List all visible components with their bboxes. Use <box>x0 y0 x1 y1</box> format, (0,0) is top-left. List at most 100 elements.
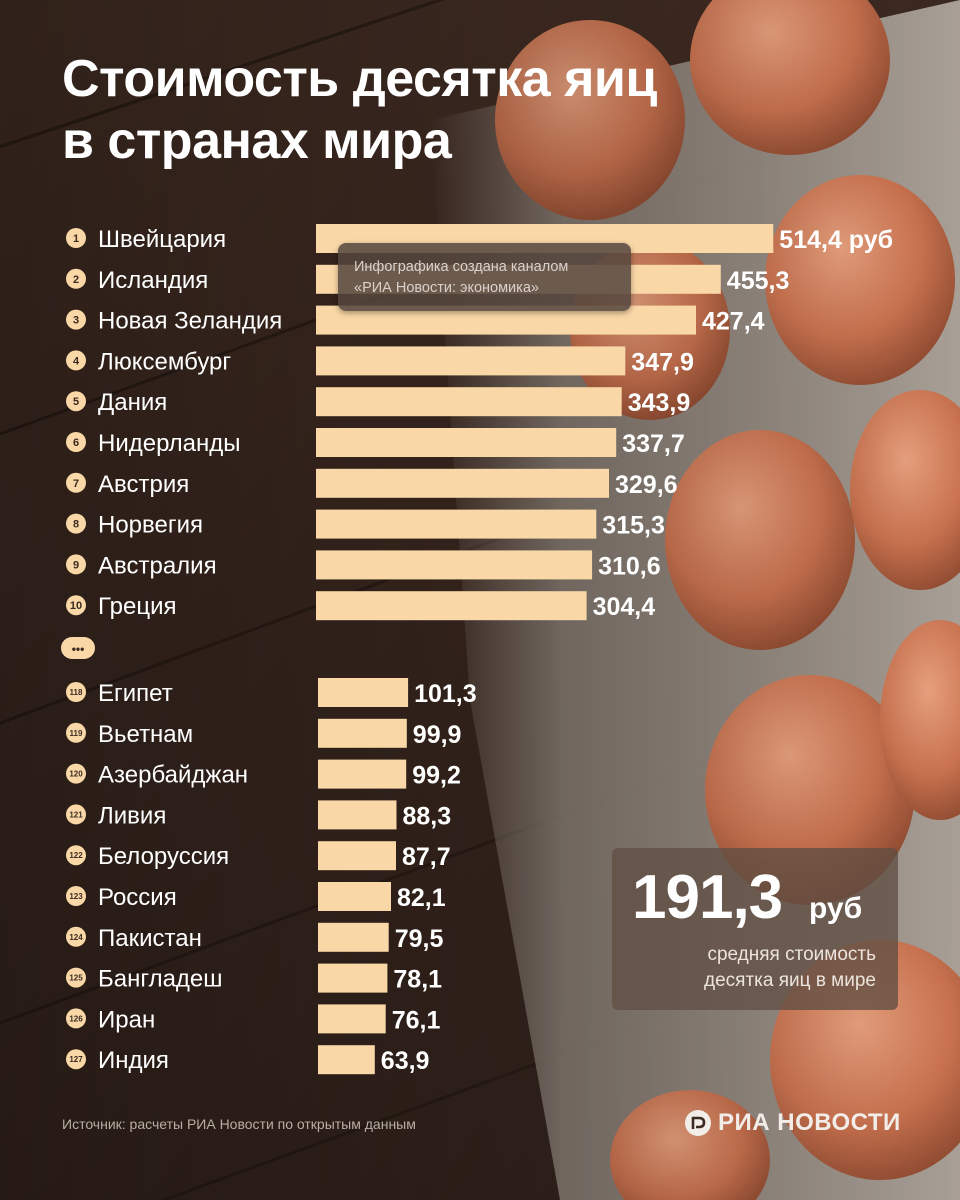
rank-badge <box>66 967 86 988</box>
value-label: 514,4 руб <box>779 226 893 254</box>
rank-badge <box>66 513 86 534</box>
value-label: 337,7 <box>622 430 685 458</box>
bar <box>318 1045 375 1075</box>
rank-badge <box>66 804 86 825</box>
rank-badge <box>66 350 86 371</box>
value-label: 343,9 <box>628 389 691 417</box>
rank-badge <box>66 722 86 743</box>
country-label: Вьетнам <box>98 721 193 748</box>
rank-number: 5 <box>73 396 79 408</box>
bar <box>318 678 409 707</box>
country-label: Египет <box>98 680 173 707</box>
rank-badge <box>66 926 86 947</box>
rank-number: 3 <box>73 315 79 327</box>
rank-badge <box>66 845 86 866</box>
country-label: Исландия <box>98 267 208 294</box>
rank-number: 118 <box>70 688 83 697</box>
average-caption-line-1: средняя стоимость <box>707 944 876 965</box>
country-label: Греция <box>98 593 177 620</box>
country-label: Иран <box>98 1006 155 1033</box>
rank-number: 7 <box>73 478 79 490</box>
country-label: Ливия <box>98 802 166 829</box>
bar <box>318 800 397 830</box>
rank-badge <box>66 432 86 452</box>
rank-badge <box>66 1008 86 1029</box>
country-label: Люксембург <box>98 348 231 375</box>
bar <box>316 468 609 498</box>
value-label: 329,6 <box>615 471 678 499</box>
credit-overlay: Инфографика создана каналом «РИА Новости… <box>338 243 631 311</box>
rank-number: 126 <box>69 1014 83 1023</box>
country-label: Азербайджан <box>98 762 248 789</box>
country-label: Индия <box>98 1047 169 1074</box>
rank-badge <box>66 682 86 702</box>
country-label: Швейцария <box>98 226 226 253</box>
rank-badge <box>66 391 86 412</box>
ellipsis-badge: ••• <box>61 637 95 659</box>
rank-number: 124 <box>69 933 83 942</box>
title-line-1: Стоимость десятка яиц <box>62 50 657 108</box>
value-label: 455,3 <box>727 267 790 295</box>
ria-novosti-logo: РИА НОВОСТИ <box>684 1108 901 1138</box>
bar <box>316 550 593 580</box>
value-label: 101,3 <box>414 680 477 708</box>
rank-badge <box>66 763 86 784</box>
value-label: 99,9 <box>413 721 462 749</box>
bar <box>316 346 626 376</box>
bar <box>318 1004 386 1034</box>
rank-number: 9 <box>73 559 79 571</box>
average-unit: руб <box>809 892 863 925</box>
rank-number: 122 <box>69 851 83 860</box>
rank-number: 119 <box>70 729 83 738</box>
country-label: Бангладеш <box>98 966 223 993</box>
rank-number: 1 <box>73 233 79 245</box>
rank-number: 121 <box>69 810 83 819</box>
average-caption-line-2: десятка яиц в мире <box>704 970 876 991</box>
rank-number: 6 <box>73 437 79 449</box>
rank-number: 120 <box>69 770 83 779</box>
rank-badge <box>66 554 86 575</box>
bar <box>318 759 407 789</box>
country-label: Австрия <box>98 471 189 498</box>
value-label: 82,1 <box>397 884 446 912</box>
rank-badge <box>66 886 86 906</box>
country-label: Россия <box>98 884 177 911</box>
bar <box>318 841 396 871</box>
value-label: 88,3 <box>403 802 452 830</box>
rank-number: 125 <box>69 974 83 983</box>
bar <box>316 428 617 457</box>
rank-number: 8 <box>73 519 79 531</box>
country-label: Новая Зеландия <box>98 308 282 335</box>
rank-number: 127 <box>69 1055 83 1064</box>
average-value: 191,3 <box>632 863 783 932</box>
source-note: Источник: расчеты РИА Новости по открыты… <box>62 1116 416 1132</box>
bar <box>318 922 389 952</box>
country-label: Норвегия <box>98 512 203 539</box>
country-label: Нидерланды <box>98 430 240 457</box>
rank-number: 123 <box>69 892 83 901</box>
rank-badge <box>66 1049 86 1070</box>
bar-group-bottom: 118 Египет 101,3 119 Вьетнам 99,9 120 Азербайдж… <box>66 678 477 1075</box>
rank-number: 10 <box>70 600 82 612</box>
ria-logo-icon <box>685 1110 711 1136</box>
credit-line-1: Инфографика создана каналом <box>354 259 569 275</box>
country-label: Австралия <box>98 552 217 579</box>
value-label: 63,9 <box>381 1047 430 1075</box>
bar <box>316 591 587 621</box>
value-label: 79,5 <box>395 925 444 953</box>
country-label: Белоруссия <box>98 843 229 870</box>
bar <box>318 718 407 748</box>
credit-line-2: «РИА Новости: экономика» <box>354 280 539 296</box>
bar <box>318 963 388 993</box>
rank-badge <box>66 595 86 616</box>
bar <box>318 882 391 911</box>
country-label: Дания <box>98 389 167 416</box>
value-label: 78,1 <box>393 966 442 994</box>
bar <box>316 387 622 417</box>
country-label: Пакистан <box>98 925 202 952</box>
bar-group-top: 1 Швейцария 514,4 руб 2 Исландия 455,3 3 Новая … <box>66 224 893 621</box>
rank-badge <box>66 472 86 493</box>
average-callout: 191,3 руб средняя стоимость десятка яиц … <box>612 848 898 1010</box>
brand-name: РИА НОВОСТИ <box>718 1109 901 1136</box>
